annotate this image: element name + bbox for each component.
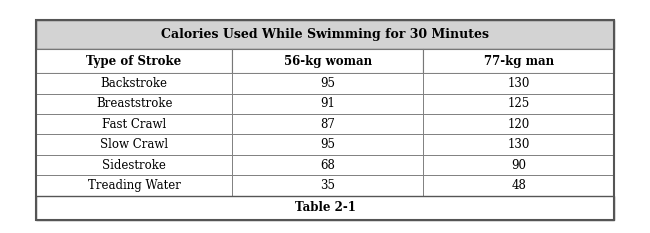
Text: 48: 48 xyxy=(512,179,526,192)
Bar xyxy=(233,155,423,175)
Bar xyxy=(233,134,423,155)
Text: 56-kg woman: 56-kg woman xyxy=(284,55,372,68)
Bar xyxy=(36,175,233,195)
Text: Backstroke: Backstroke xyxy=(101,77,168,90)
Text: 77-kg man: 77-kg man xyxy=(484,55,554,68)
Text: 130: 130 xyxy=(508,138,530,151)
Text: Sidestroke: Sidestroke xyxy=(102,158,166,171)
Text: 90: 90 xyxy=(512,158,526,171)
Text: Type of Stroke: Type of Stroke xyxy=(86,55,182,68)
Bar xyxy=(36,155,233,175)
Bar xyxy=(36,20,614,220)
Bar xyxy=(36,20,614,49)
Bar xyxy=(36,195,614,220)
Bar xyxy=(36,94,233,114)
Bar xyxy=(233,114,423,134)
Bar xyxy=(233,94,423,114)
Text: Calories Used While Swimming for 30 Minutes: Calories Used While Swimming for 30 Minu… xyxy=(161,28,489,41)
Text: 125: 125 xyxy=(508,97,530,110)
Text: 87: 87 xyxy=(320,118,335,131)
Text: 120: 120 xyxy=(508,118,530,131)
Bar xyxy=(36,73,233,94)
Bar xyxy=(423,49,614,73)
Bar xyxy=(233,175,423,195)
Bar xyxy=(423,134,614,155)
Bar xyxy=(423,155,614,175)
Bar xyxy=(423,114,614,134)
Bar xyxy=(36,114,233,134)
Text: Breaststroke: Breaststroke xyxy=(96,97,172,110)
Bar xyxy=(423,175,614,195)
Text: 130: 130 xyxy=(508,77,530,90)
Text: 95: 95 xyxy=(320,77,335,90)
Text: 68: 68 xyxy=(320,158,335,171)
Bar xyxy=(36,49,233,73)
Bar xyxy=(233,73,423,94)
Text: 95: 95 xyxy=(320,138,335,151)
Text: Fast Crawl: Fast Crawl xyxy=(102,118,166,131)
Text: Slow Crawl: Slow Crawl xyxy=(100,138,168,151)
Text: 91: 91 xyxy=(320,97,335,110)
Bar xyxy=(423,73,614,94)
Text: Treading Water: Treading Water xyxy=(88,179,181,192)
Bar xyxy=(423,94,614,114)
Bar xyxy=(36,134,233,155)
Bar xyxy=(233,49,423,73)
Text: 35: 35 xyxy=(320,179,335,192)
Text: Table 2-1: Table 2-1 xyxy=(294,201,356,214)
